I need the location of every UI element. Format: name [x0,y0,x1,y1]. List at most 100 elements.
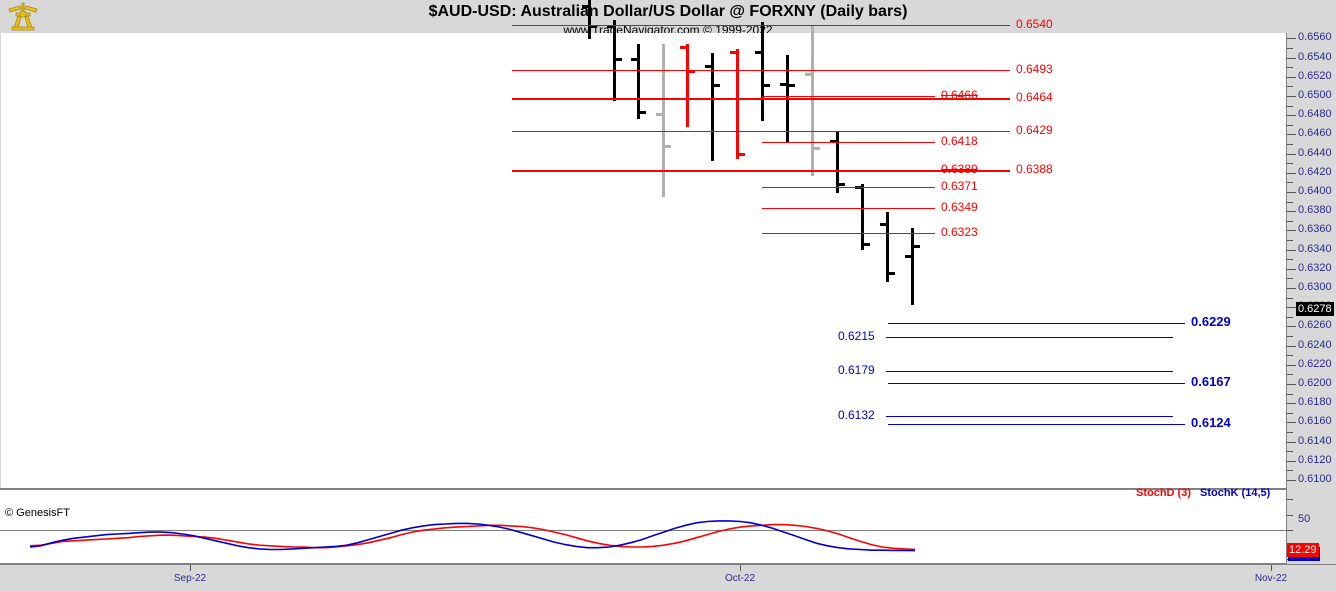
price-axis-tick [1287,58,1296,59]
price-axis-tick [1287,230,1296,231]
resistance-line [762,187,935,188]
stoch-k-line [29,520,916,552]
ohlc-open-tick [830,139,837,143]
stoch-midline-label: 50 [1298,513,1311,525]
ohlc-close-tick [863,243,870,247]
page-title: $AUD-USD: Australian Dollar/US Dollar @ … [428,3,908,20]
resistance-label: 0.6464 [1016,90,1053,104]
date-label-oct: Oct-22 [724,573,756,584]
indicator-axis[interactable]: 50 10.32 12.29 [1287,489,1336,564]
ohlc-open-tick [780,83,787,87]
price-axis-label: 0.6520 [1298,70,1332,82]
resistance-label: 0.6349 [941,200,978,214]
price-chart-pane[interactable]: 0.6540 0.6493 0.6464 0.6466 0.6429 0.6418 0.63… [0,0,1287,519]
chart-header: $AUD-USD: Australian Dollar/US Dollar @ … [0,0,1336,37]
price-axis-label: 0.6260 [1298,319,1332,331]
resistance-label: 0.6323 [941,225,978,239]
ohlc-close-tick [713,84,720,88]
price-axis-minor-tick [1287,317,1293,318]
price-axis-minor-tick [1287,182,1293,183]
price-axis-minor-tick [1287,432,1293,433]
price-axis-tick [1287,77,1296,78]
price-axis-label: 0.6380 [1298,204,1332,216]
price-axis-label: 0.6440 [1298,147,1332,159]
price-axis-tick [1287,422,1296,423]
ohlc-bar-range [736,48,739,159]
stochastic-plot [29,520,916,552]
price-axis-label: 0.6480 [1298,108,1332,120]
price-axis-tick [1287,134,1296,135]
current-price-marker: 0.6278 [1296,302,1334,316]
stoch-d-value-badge: 12.29 [1287,543,1319,557]
genesis-watermark: © GenesisFT [5,507,70,519]
resistance-label: 0.6466 [941,88,978,102]
support-label: 0.6215 [838,329,875,343]
stoch-d-legend: StochD (3) [1136,487,1191,499]
compass-logo-icon [6,1,40,31]
ohlc-bar-range [861,183,864,251]
stoch-midline [0,530,1286,531]
price-axis-minor-tick [1287,221,1293,222]
price-axis-minor-tick [1287,106,1293,107]
price-axis-tick [1287,326,1296,327]
price-axis-tick [1287,442,1296,443]
ohlc-close-tick [664,144,671,148]
price-axis-label: 0.6460 [1298,127,1332,139]
price-axis-minor-tick [1287,394,1293,395]
price-axis-label: 0.6200 [1298,377,1332,389]
stoch-d-line [29,523,916,551]
support-line [888,323,1185,324]
resistance-label: 0.6418 [941,134,978,148]
resistance-label: 0.6540 [1016,17,1053,31]
price-axis[interactable]: 0.6560 0.6540 0.6520 0.6500 0.6480 0.6460 0.64… [1287,31,1336,491]
price-axis-minor-tick [1287,470,1293,471]
stochastic-pane[interactable] [0,489,1287,564]
price-axis-minor-tick [1287,163,1293,164]
ohlc-open-tick [680,45,687,49]
resistance-label: 0.6389 [941,162,978,176]
ohlc-bar-range [637,43,640,119]
price-axis-minor-tick [1287,144,1293,145]
price-axis-tick [1287,173,1296,174]
resistance-line [512,170,1010,172]
price-axis-label: 0.6340 [1298,243,1332,255]
ohlc-open-tick [705,64,712,68]
date-label-nov: Nov-22 [1254,573,1288,584]
ohlc-bar-range [686,43,689,128]
resistance-label: 0.6388 [1016,162,1053,176]
support-label: 0.6132 [838,408,875,422]
resistance-line [762,142,935,143]
price-axis-tick [1287,192,1296,193]
ohlc-close-tick [763,84,770,88]
support-line [886,371,1173,372]
resistance-line [762,233,935,234]
price-axis-minor-tick [1287,202,1293,203]
ohlc-close-tick [688,69,695,73]
ohlc-open-tick [607,24,614,28]
ohlc-open-tick [730,51,737,55]
price-axis-label: 0.6140 [1298,435,1332,447]
price-axis-minor-tick [1287,336,1293,337]
price-axis-tick [1287,403,1296,404]
price-axis-minor-tick [1287,86,1293,87]
left-margin-strip [0,33,1,488]
ohlc-open-tick [631,58,638,62]
price-axis-tick [1287,346,1296,347]
price-axis-tick [1287,384,1296,385]
price-axis-label: 0.6220 [1298,358,1332,370]
ohlc-open-tick [905,254,912,258]
support-label: 0.6167 [1191,374,1231,389]
price-axis-minor-tick [1287,240,1293,241]
ohlc-bar-range [761,21,764,121]
resistance-line [762,170,935,171]
ohlc-close-tick [615,58,622,62]
ohlc-open-tick [880,223,887,227]
price-axis-label: 0.6420 [1298,166,1332,178]
ohlc-close-tick [738,153,745,157]
price-axis-label: 0.6500 [1298,89,1332,101]
price-axis-label: 0.6160 [1298,415,1332,427]
date-axis[interactable]: Sep-22 Oct-22 Nov-22 [0,565,1336,591]
price-axis-label: 0.6320 [1298,262,1332,274]
date-axis-rule [0,564,1336,565]
price-axis-label: 0.6560 [1298,31,1332,43]
